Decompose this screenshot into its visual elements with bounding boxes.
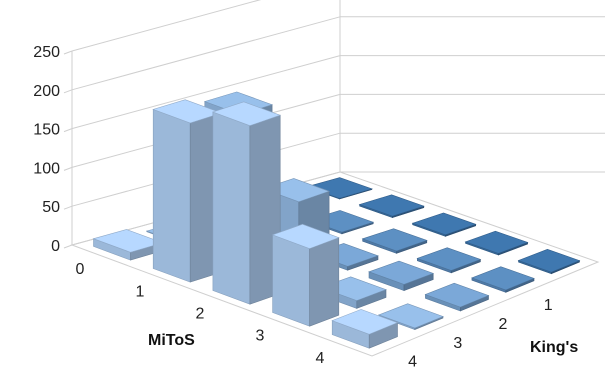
bar-top	[411, 212, 477, 236]
category-axis-ticks: 0 1 2 3 4 1 2 3 4	[76, 261, 553, 371]
bar-top	[464, 230, 529, 254]
kings-tick-label: 3	[453, 335, 462, 352]
bar	[211, 101, 282, 305]
gridline-left	[63, 50, 73, 55]
kings-axis-title: King's	[530, 339, 578, 356]
gridline-left	[63, 89, 73, 94]
bar-top	[471, 266, 535, 291]
bar-side	[152, 108, 191, 283]
kings-tick-label: 2	[499, 316, 508, 333]
bar	[517, 248, 581, 275]
bar-top	[358, 194, 425, 217]
mitos-tick-label: 4	[316, 350, 325, 367]
bar	[416, 247, 482, 274]
bar	[471, 266, 535, 293]
bar-top	[424, 282, 490, 308]
bar	[464, 230, 529, 256]
kings-tick-label: 1	[544, 297, 553, 314]
gridline-left	[63, 244, 73, 249]
mitos-tick-label: 2	[196, 306, 205, 323]
bar-top	[211, 101, 282, 127]
bar-top	[271, 223, 340, 249]
z-tick-label: 250	[33, 44, 60, 61]
bar	[368, 260, 435, 292]
bar-top	[416, 247, 482, 271]
bar-side	[212, 111, 251, 305]
bar-side	[272, 234, 310, 327]
bar-top	[517, 248, 581, 273]
z-tick-label: 50	[42, 199, 60, 216]
bar-top	[377, 303, 444, 329]
gridline	[71, 16, 341, 91]
bar-top	[331, 309, 399, 335]
bar-top	[368, 260, 435, 285]
bar	[152, 99, 223, 283]
bar-front	[309, 237, 340, 327]
bar	[361, 228, 428, 254]
bar	[358, 194, 425, 219]
mitos-axis-title: MiToS	[148, 332, 195, 349]
bar	[331, 309, 399, 349]
z-tick-label: 150	[33, 122, 60, 139]
gridline-left	[63, 166, 73, 171]
mitos-tick-label: 3	[256, 328, 265, 345]
bar	[271, 223, 340, 327]
gridline	[71, 55, 341, 130]
kings-tick-label: 4	[408, 354, 417, 371]
z-tick-label: 200	[33, 83, 60, 100]
bar	[424, 282, 490, 312]
bar-top	[361, 228, 428, 252]
bar	[411, 212, 477, 237]
gridline-left	[63, 205, 73, 210]
gridline	[71, 0, 262, 52]
z-axis-ticks: 0 50 100 150 200 250	[33, 44, 60, 255]
gridline-left	[63, 128, 73, 133]
z-tick-label: 100	[33, 160, 60, 177]
mitos-tick-label: 0	[76, 261, 85, 278]
bar	[92, 229, 164, 261]
z-tick-label: 0	[51, 238, 60, 255]
chart-bars	[92, 91, 581, 349]
mitos-tick-label: 1	[136, 283, 145, 300]
